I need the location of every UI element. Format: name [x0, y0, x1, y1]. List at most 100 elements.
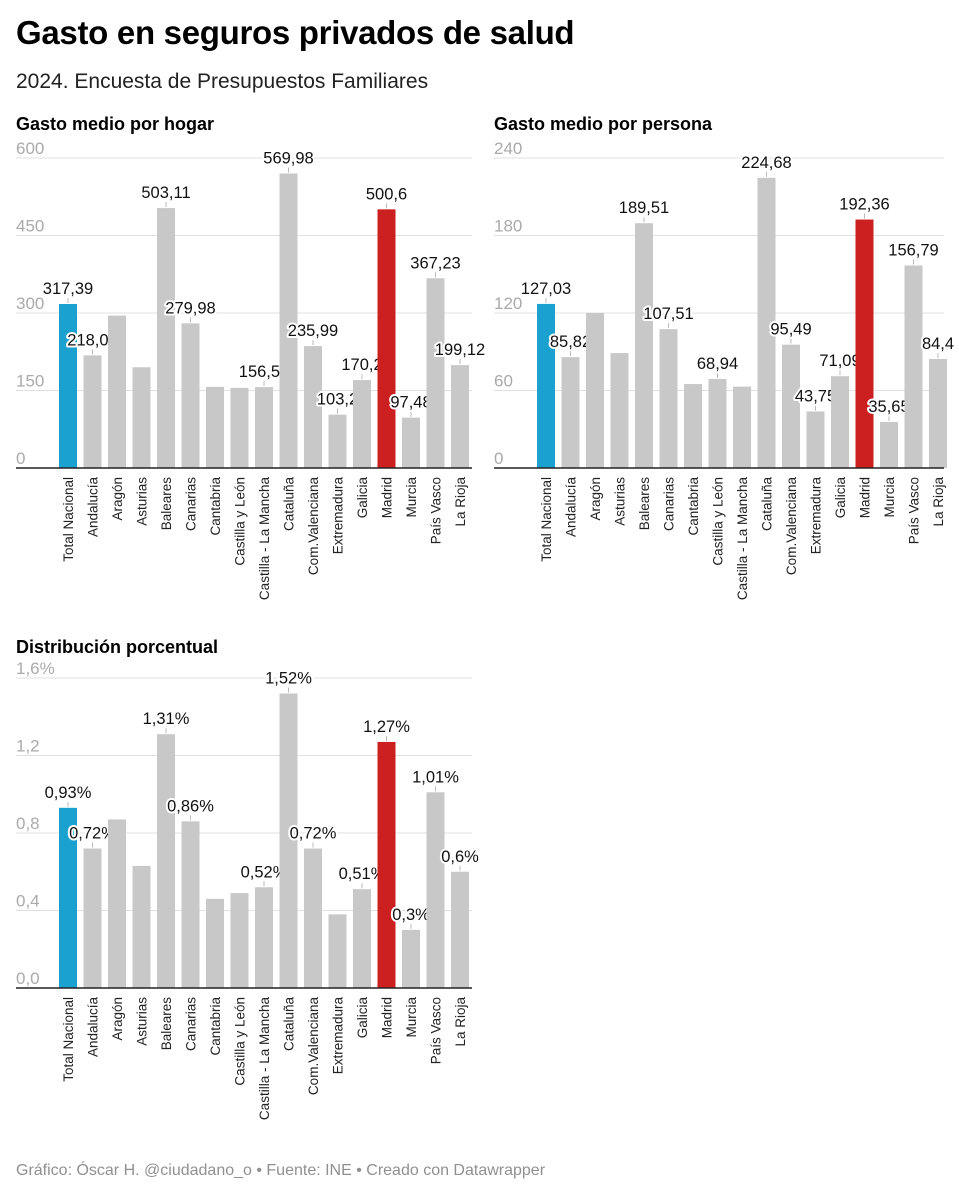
y-tick-label: 240	[494, 139, 522, 158]
category-label-cataluna: Cataluña	[760, 477, 775, 532]
bar-asturias	[132, 865, 151, 988]
y-tick-label: 0,8	[16, 814, 40, 833]
category-label-castilla-y-leon: Castilla y León	[233, 477, 248, 566]
category-label-canarias: Canarias	[662, 477, 677, 531]
category-label-andalucia: Andalucía	[86, 997, 101, 1058]
chart-title: Gasto en seguros privados de salud	[16, 14, 575, 51]
bar-galicia	[831, 376, 849, 468]
data-label-canarias: 279,98	[165, 299, 215, 317]
bar-extremadura	[806, 411, 825, 468]
bar-com-valenciana	[782, 344, 800, 468]
bar-la-rioja	[929, 358, 947, 468]
category-label-total-nacional: Total Nacional	[539, 477, 554, 562]
bar-chart-gasto-persona: 0 60 120 180 240 Total Nacional 127,03 Andalucí…	[494, 139, 956, 600]
bar-madrid	[377, 209, 396, 468]
data-label-la-rioja: 199,12	[435, 341, 485, 359]
category-label-murcia: Murcia	[404, 477, 419, 518]
category-label-canarias: Canarias	[184, 477, 199, 531]
category-label-pais-vasco: País Vasco	[429, 997, 444, 1064]
y-tick-label: 0	[16, 449, 25, 468]
data-label-murcia: 0,3%	[392, 906, 430, 924]
data-label-andalucia: 85,82	[550, 333, 591, 351]
y-tick-label: 0,4	[16, 892, 40, 911]
data-label-murcia: 35,65	[868, 398, 909, 416]
category-label-total-nacional: Total Nacional	[61, 997, 76, 1082]
category-label-aragon: Aragón	[110, 997, 125, 1041]
data-label-total-nacional: 0,93%	[45, 784, 92, 802]
y-tick-label: 60	[494, 372, 513, 391]
data-label-castilla-la-mancha: 156,54	[239, 363, 289, 381]
bar-asturias	[132, 367, 151, 468]
category-label-castilla-y-leon: Castilla y León	[711, 477, 726, 566]
bar-pais-vasco	[904, 265, 923, 468]
data-label-castilla-la-mancha: 0,52%	[241, 863, 288, 881]
category-label-galicia: Galicia	[833, 477, 848, 519]
bar-cataluna	[279, 173, 298, 469]
category-label-castilla-la-mancha: Castilla - La Mancha	[257, 997, 272, 1121]
data-label-galicia: 71,09	[819, 352, 860, 370]
category-label-cataluna: Cataluña	[282, 997, 297, 1052]
bar-extremadura	[328, 414, 347, 468]
bar-madrid	[377, 741, 396, 988]
panel-title-hogar: Gasto medio por hogar	[16, 114, 215, 134]
bar-castilla-la-mancha	[255, 387, 273, 468]
category-label-pais-vasco: País Vasco	[907, 477, 922, 544]
data-label-baleares: 1,31%	[143, 710, 190, 728]
data-label-cataluna: 1,52%	[265, 670, 312, 688]
bar-aragon	[108, 819, 126, 988]
bar-asturias	[610, 353, 629, 468]
data-label-castilla-y-leon: 68,94	[697, 355, 738, 373]
data-label-baleares: 189,51	[619, 199, 669, 217]
category-label-canarias: Canarias	[184, 997, 199, 1051]
data-label-extremadura: 103,2	[317, 391, 358, 409]
data-label-extremadura: 43,75	[795, 387, 836, 405]
category-label-asturias: Asturias	[135, 477, 150, 526]
bar-total-nacional	[59, 807, 77, 988]
category-label-baleares: Baleares	[159, 997, 174, 1051]
bar-andalucia	[83, 848, 102, 988]
bar-cantabria	[206, 898, 224, 988]
bar-total-nacional	[59, 304, 77, 468]
y-tick-label: 180	[494, 217, 522, 236]
data-label-madrid: 1,27%	[363, 718, 410, 736]
bar-extremadura	[328, 914, 347, 988]
data-label-canarias: 107,51	[643, 305, 693, 323]
y-tick-label: 150	[16, 372, 44, 391]
bar-canarias	[181, 323, 200, 468]
category-label-extremadura: Extremadura	[331, 997, 346, 1075]
bar-cataluna	[757, 177, 776, 468]
data-label-total-nacional: 127,03	[521, 280, 571, 298]
category-label-la-rioja: La Rioja	[453, 997, 468, 1047]
data-label-pais-vasco: 156,79	[888, 241, 938, 259]
category-label-extremadura: Extremadura	[809, 477, 824, 555]
category-label-cantabria: Cantabria	[208, 477, 223, 536]
bar-galicia	[353, 380, 371, 468]
bar-chart-gasto-hogar: 0 150 300 450 600 Total Nacional 317,39 Andaluc…	[16, 139, 487, 601]
category-label-castilla-la-mancha: Castilla - La Mancha	[257, 477, 272, 601]
bar-castilla-y-leon	[708, 378, 727, 468]
bar-baleares	[157, 734, 175, 988]
bar-cataluna	[279, 693, 298, 988]
data-label-cataluna: 569,98	[263, 150, 313, 168]
data-label-madrid: 500,6	[366, 185, 407, 203]
bar-pais-vasco	[426, 792, 445, 988]
category-label-baleares: Baleares	[637, 477, 652, 531]
data-label-pais-vasco: 1,01%	[412, 768, 459, 786]
category-label-andalucia: Andalucía	[86, 477, 101, 538]
bar-baleares	[157, 208, 175, 469]
panel-title-persona: Gasto medio por persona	[494, 114, 713, 134]
data-label-total-nacional: 317,39	[43, 280, 93, 298]
category-label-com-valenciana: Com.Valenciana	[306, 477, 321, 576]
category-label-castilla-y-leon: Castilla y León	[233, 997, 248, 1086]
bar-canarias	[181, 821, 200, 988]
bar-castilla-la-mancha	[733, 386, 751, 468]
bar-la-rioja	[451, 871, 469, 988]
category-label-baleares: Baleares	[159, 477, 174, 531]
data-label-galicia: 170,2	[341, 356, 382, 374]
bar-galicia	[353, 889, 371, 988]
data-label-la-rioja: 84,4	[922, 335, 954, 353]
data-label-com-valenciana: 235,99	[288, 322, 338, 340]
category-label-madrid: Madrid	[380, 997, 395, 1038]
bar-baleares	[635, 223, 653, 468]
panel-title-distribucion: Distribución porcentual	[16, 637, 219, 657]
